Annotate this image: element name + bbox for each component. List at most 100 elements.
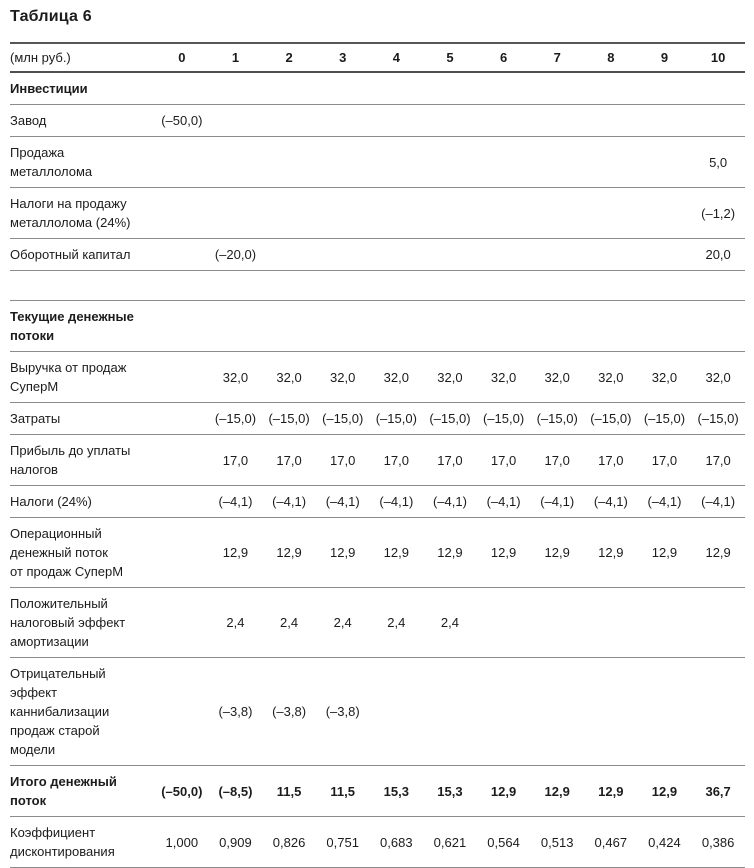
cell-year-6 xyxy=(476,270,531,301)
cell-year-0 xyxy=(155,587,209,658)
cell-year-7 xyxy=(530,136,584,188)
cell-year-9 xyxy=(637,270,692,301)
cell-year-1: 2,4 xyxy=(208,587,263,658)
cell-year-6: 32,0 xyxy=(476,351,531,403)
cell-year-8 xyxy=(584,587,638,658)
cell-year-1 xyxy=(208,300,263,352)
row-label: Затраты xyxy=(10,402,155,435)
cell-year-1: (–4,1) xyxy=(208,485,263,518)
row-label: Завод xyxy=(10,104,155,137)
cell-year-1: (–15,0) xyxy=(208,402,263,435)
cell-year-5: (–4,1) xyxy=(423,485,477,518)
cell-year-1: (–20,0) xyxy=(208,238,263,271)
cell-year-8 xyxy=(584,238,638,271)
cell-year-0 xyxy=(155,187,209,239)
cell-year-8: 12,9 xyxy=(584,765,638,817)
cell-year-2 xyxy=(262,238,316,271)
row-label: Оборотный капитал xyxy=(10,238,155,271)
cell-year-10: (–1,2) xyxy=(691,187,745,239)
cell-year-4: (–15,0) xyxy=(369,402,424,435)
cell-year-5 xyxy=(423,104,477,137)
cell-year-3 xyxy=(315,104,370,137)
table-row: Коэффициент дисконтирования 1,000 0,909 0,8… xyxy=(10,816,745,868)
cell-year-6 xyxy=(476,300,531,352)
cell-year-8: (–15,0) xyxy=(584,402,638,435)
cell-year-0 xyxy=(155,270,209,301)
cell-year-8: 17,0 xyxy=(584,434,638,486)
cell-year-1: 32,0 xyxy=(208,351,263,403)
cell-year-0 xyxy=(155,136,209,188)
cell-year-6 xyxy=(476,238,531,271)
cell-year-0 xyxy=(155,300,209,352)
cell-year-7: 32,0 xyxy=(530,351,584,403)
cell-year-7: 17,0 xyxy=(530,434,584,486)
cell-year-5: 17,0 xyxy=(423,434,477,486)
cell-year-8 xyxy=(584,104,638,137)
cell-year-8: 0,467 xyxy=(584,816,638,868)
period-header-8: 8 xyxy=(584,42,638,73)
cell-year-9: 12,9 xyxy=(637,765,692,817)
cell-year-8 xyxy=(584,270,638,301)
cell-year-1: 17,0 xyxy=(208,434,263,486)
cell-year-4 xyxy=(369,187,424,239)
section-row: Текущие денежные потоки xyxy=(10,300,745,352)
cell-year-9 xyxy=(637,657,692,766)
cell-year-4: 12,9 xyxy=(369,517,424,588)
table-title: Таблица 6 xyxy=(10,8,92,25)
cell-year-6 xyxy=(476,104,531,137)
cell-year-4 xyxy=(369,270,424,301)
cell-year-0 xyxy=(155,72,209,105)
row-label: Текущие денежные потоки xyxy=(10,300,155,352)
cell-year-2 xyxy=(262,136,316,188)
cell-year-0 xyxy=(155,517,209,588)
cell-year-9 xyxy=(637,104,692,137)
cell-year-1 xyxy=(208,270,263,301)
table-row: Завод (–50,0) xyxy=(10,104,745,137)
cell-year-4: 0,683 xyxy=(369,816,424,868)
cell-year-2: 0,826 xyxy=(262,816,316,868)
period-header-6: 6 xyxy=(476,42,531,73)
row-label: Положительный налоговый эффект амортизац… xyxy=(10,587,155,658)
cell-year-9: 0,424 xyxy=(637,816,692,868)
cell-year-3 xyxy=(315,238,370,271)
cell-year-7 xyxy=(530,72,584,105)
cell-year-6 xyxy=(476,187,531,239)
row-label: Инвестиции xyxy=(10,72,155,105)
table-row: Продажа металлолома 5,0 xyxy=(10,136,745,188)
cell-year-5 xyxy=(423,136,477,188)
cell-year-5: 0,621 xyxy=(423,816,477,868)
cell-year-4: 2,4 xyxy=(369,587,424,658)
cell-year-10: 5,0 xyxy=(691,136,745,188)
cell-year-9 xyxy=(637,587,692,658)
cell-year-10: (–15,0) xyxy=(691,402,745,435)
cell-year-5: 12,9 xyxy=(423,517,477,588)
table-row: Налоги (24%) (–4,1) (–4,1) (–4,1) (–4,1) (–4,… xyxy=(10,485,745,518)
header-row: (млн руб.) 0 1 2 3 4 5 6 7 8 9 10 xyxy=(10,42,745,73)
period-header-9: 9 xyxy=(637,42,692,73)
cell-year-8: (–4,1) xyxy=(584,485,638,518)
cell-year-0: 1,000 xyxy=(155,816,209,868)
cell-year-1 xyxy=(208,104,263,137)
cell-year-7 xyxy=(530,270,584,301)
cell-year-2: 32,0 xyxy=(262,351,316,403)
cell-year-1: (–8,5) xyxy=(208,765,263,817)
cell-year-8 xyxy=(584,136,638,188)
table-row: Прибыль до уплаты налогов 17,0 17,0 17,0 17,… xyxy=(10,434,745,486)
cell-year-3 xyxy=(315,270,370,301)
cell-year-2: 12,9 xyxy=(262,517,316,588)
cell-year-3: (–3,8) xyxy=(315,657,370,766)
cell-year-5 xyxy=(423,657,477,766)
cell-year-0 xyxy=(155,238,209,271)
cell-year-6: 12,9 xyxy=(476,517,531,588)
cell-year-10 xyxy=(691,587,745,658)
period-header-4: 4 xyxy=(369,42,424,73)
cell-year-10 xyxy=(691,72,745,105)
cell-year-4 xyxy=(369,136,424,188)
cell-year-9 xyxy=(637,187,692,239)
cell-year-4 xyxy=(369,104,424,137)
cell-year-0 xyxy=(155,402,209,435)
unit-label: (млн руб.) xyxy=(10,42,155,73)
cell-year-1: (–3,8) xyxy=(208,657,263,766)
cell-year-2: (–3,8) xyxy=(262,657,316,766)
cell-year-10 xyxy=(691,270,745,301)
